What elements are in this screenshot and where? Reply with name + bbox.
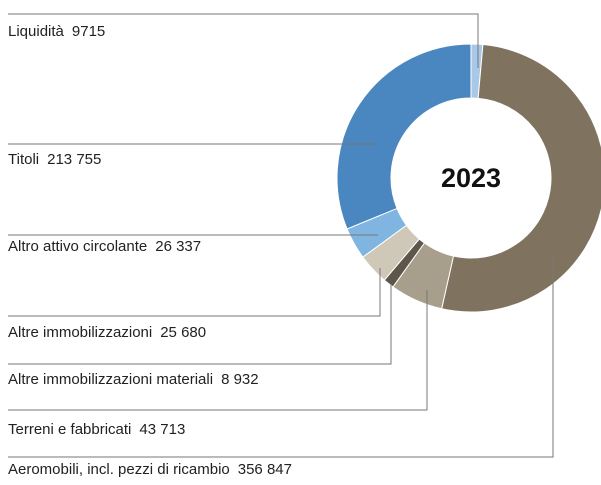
donut-slice	[441, 43, 601, 313]
center-label: 2023	[441, 163, 501, 193]
leader-line	[8, 13, 479, 68]
donut-slice	[336, 43, 472, 230]
leader-line	[8, 284, 392, 365]
value-label: 213 755	[47, 151, 101, 168]
slice-label: Aeromobili, incl. pezzi di ricambio 356 8…	[8, 461, 292, 478]
category-name: Titoli	[8, 151, 39, 168]
leader-line	[8, 253, 554, 458]
category-name: Altro attivo circolante	[8, 238, 147, 255]
value-label: 356 847	[238, 461, 292, 478]
category-name: Aeromobili, incl. pezzi di ricambio	[8, 461, 230, 478]
slice-label: Altre immobilizzazioni 25 680	[8, 324, 206, 341]
slice-label: Terreni e fabbricati 43 713	[8, 421, 185, 438]
value-label: 25 680	[160, 324, 206, 341]
value-label: 9715	[72, 23, 105, 40]
slice-label: Altro attivo circolante 26 337	[8, 238, 201, 255]
value-label: 26 337	[155, 238, 201, 255]
slice-label: Liquidità 9715	[8, 23, 105, 40]
leader-line	[8, 268, 381, 317]
slice-label: Altre immobilizzazioni materiali 8 932	[8, 371, 259, 388]
value-label: 43 713	[139, 421, 185, 438]
category-name: Altre immobilizzazioni materiali	[8, 371, 213, 388]
leader-line	[8, 290, 428, 411]
value-label: 8 932	[221, 371, 259, 388]
slice-label: Titoli 213 755	[8, 151, 101, 168]
category-name: Liquidità	[8, 23, 65, 40]
category-name: Terreni e fabbricati	[8, 421, 131, 438]
category-name: Altre immobilizzazioni	[8, 324, 152, 341]
